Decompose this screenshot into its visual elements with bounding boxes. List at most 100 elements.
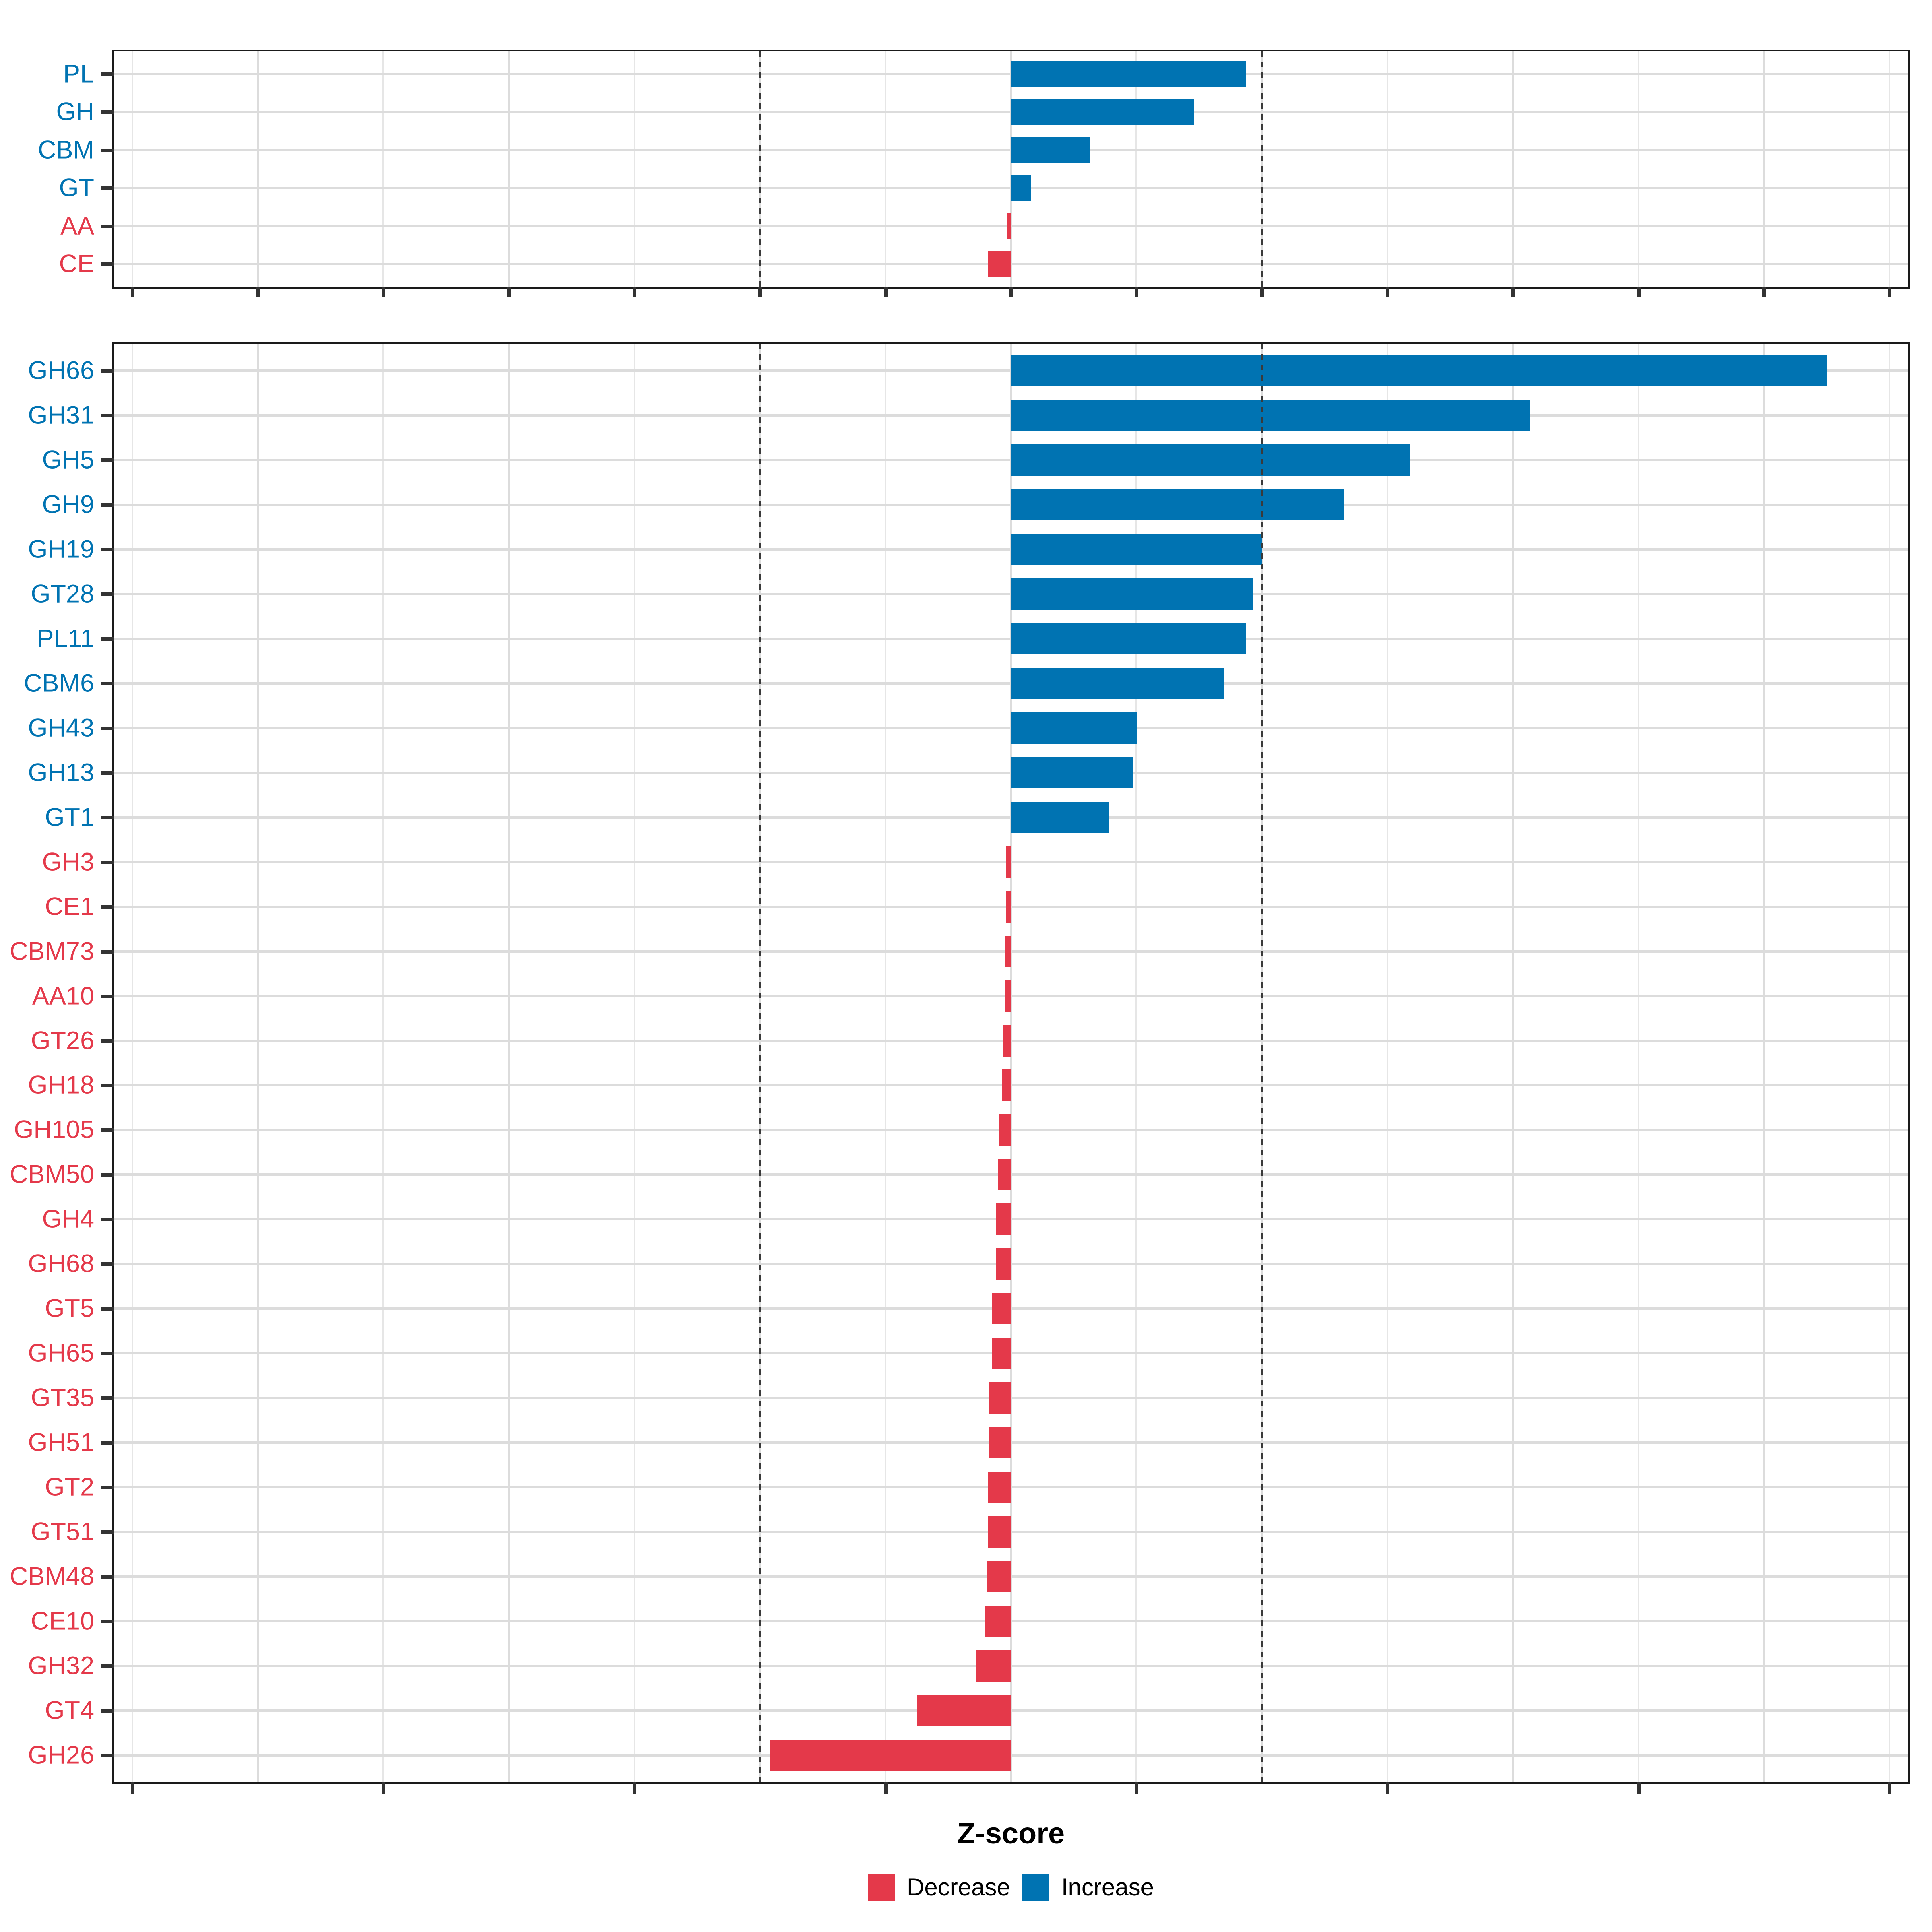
bar-AA10	[1004, 980, 1011, 1012]
category-label-GT51: GT51	[31, 1517, 94, 1546]
y-tick-CE1	[101, 905, 114, 909]
gridline-x--6	[256, 51, 259, 287]
gridline-x-3	[1386, 344, 1388, 1782]
y-tick-CBM73	[101, 949, 114, 954]
y-tick-PL11	[101, 637, 114, 641]
decrease-swatch-icon	[868, 1874, 895, 1901]
bar-CBM73	[1004, 935, 1011, 967]
category-label-GH51: GH51	[28, 1428, 94, 1457]
gridline-x--4	[508, 51, 510, 287]
gridline-x--4	[508, 344, 510, 1782]
y-tick-GH9	[101, 503, 114, 507]
x-axis-title: Z-score	[957, 1816, 1065, 1850]
x-tick-5	[1637, 1782, 1641, 1794]
gridline-y-GT4	[114, 1709, 1908, 1712]
bar-GH105	[999, 1114, 1011, 1146]
x-tick--2	[758, 287, 762, 297]
category-label-GT26: GT26	[31, 1026, 94, 1055]
x-tick-6	[1762, 287, 1766, 297]
y-tick-GH65	[101, 1352, 114, 1356]
x-tick-1	[1135, 1782, 1139, 1794]
y-tick-CBM50	[101, 1173, 114, 1177]
category-label-GT: GT	[59, 173, 95, 202]
category-label-GT1: GT1	[45, 803, 94, 832]
category-label-GH105: GH105	[14, 1115, 94, 1144]
category-label-CBM: CBM	[38, 136, 94, 164]
y-tick-GT	[101, 186, 114, 190]
gridline-x-5	[1637, 344, 1639, 1782]
gridline-x--5	[382, 51, 384, 287]
gridline-y-GH68	[114, 1263, 1908, 1265]
category-label-GH4: GH4	[42, 1205, 94, 1233]
gridline-y-CE1	[114, 905, 1908, 908]
category-label-GH19: GH19	[28, 535, 94, 564]
legend: Decrease Increase	[112, 1874, 1910, 1901]
y-tick-CBM6	[101, 681, 114, 685]
bar-GH43	[1011, 712, 1138, 744]
category-label-CBM73: CBM73	[9, 937, 94, 965]
y-tick-PL	[101, 72, 114, 76]
gridline-x-4	[1511, 51, 1514, 287]
x-tick-0	[1009, 287, 1013, 297]
gridline-x-0	[1009, 51, 1012, 287]
gridline-x--3	[634, 344, 636, 1782]
category-label-GH66: GH66	[28, 356, 94, 385]
category-label-GH26: GH26	[28, 1741, 94, 1769]
gridline-x--1	[884, 51, 886, 287]
y-tick-GT51	[101, 1530, 114, 1534]
y-tick-GH3	[101, 860, 114, 864]
y-tick-CE	[101, 262, 114, 266]
reference-line--2	[758, 51, 761, 287]
category-label-PL11: PL11	[37, 624, 94, 653]
category-label-GT5: GT5	[45, 1294, 94, 1323]
category-label-GH5: GH5	[42, 446, 94, 474]
bar-GT1	[1011, 801, 1109, 833]
legend-label-increase: Increase	[1061, 1873, 1154, 1901]
y-tick-GT5	[101, 1307, 114, 1311]
gridline-x-1	[1135, 344, 1137, 1782]
gridline-y-CBM73	[114, 950, 1908, 953]
category-label-PL: PL	[63, 60, 94, 88]
y-tick-CBM48	[101, 1575, 114, 1579]
x-tick--3	[633, 287, 637, 297]
category-label-CE1: CE1	[45, 892, 94, 921]
gridline-x--7	[131, 51, 133, 287]
x-tick-2	[1260, 287, 1264, 297]
bar-CE1	[1006, 891, 1011, 923]
category-label-AA: AA	[60, 212, 94, 240]
bar-GH5	[1011, 444, 1410, 476]
y-tick-GH18	[101, 1084, 114, 1088]
y-tick-GH43	[101, 726, 114, 730]
bar-CBM6	[1011, 667, 1224, 699]
y-tick-GH13	[101, 771, 114, 775]
gridline-y-GH26	[114, 1754, 1908, 1757]
bar-GH66	[1011, 355, 1827, 386]
bar-GH31	[1011, 399, 1531, 431]
bar-GT2	[988, 1472, 1011, 1503]
x-tick--6	[256, 287, 260, 297]
category-label-GH43: GH43	[28, 714, 94, 742]
gridline-y-CBM50	[114, 1173, 1908, 1176]
bar-GT51	[988, 1516, 1011, 1548]
y-tick-GH5	[101, 458, 114, 462]
x-tick--4	[507, 287, 511, 297]
gridline-y-GH51	[114, 1441, 1908, 1444]
category-label-GT2: GT2	[45, 1473, 94, 1501]
reference-line-2	[1261, 344, 1263, 1782]
category-label-GH: GH	[56, 97, 95, 126]
gridline-y-GH65	[114, 1352, 1908, 1355]
gridline-y-CE10	[114, 1620, 1908, 1623]
reference-line--2	[758, 344, 761, 1782]
x-tick--7	[130, 1782, 134, 1794]
bar-GH65	[992, 1338, 1011, 1369]
y-tick-GT1	[101, 815, 114, 819]
legend-item-decrease: Decrease	[868, 1874, 1010, 1901]
gridline-y-CE	[114, 263, 1908, 266]
bar-PL11	[1011, 623, 1246, 654]
gridline-y-GT26	[114, 1039, 1908, 1042]
bar-GT26	[1003, 1025, 1011, 1057]
gridline-x-0	[1009, 344, 1012, 1782]
category-label-CE10: CE10	[31, 1607, 94, 1635]
x-tick--7	[130, 287, 134, 297]
y-tick-GH32	[101, 1664, 114, 1668]
